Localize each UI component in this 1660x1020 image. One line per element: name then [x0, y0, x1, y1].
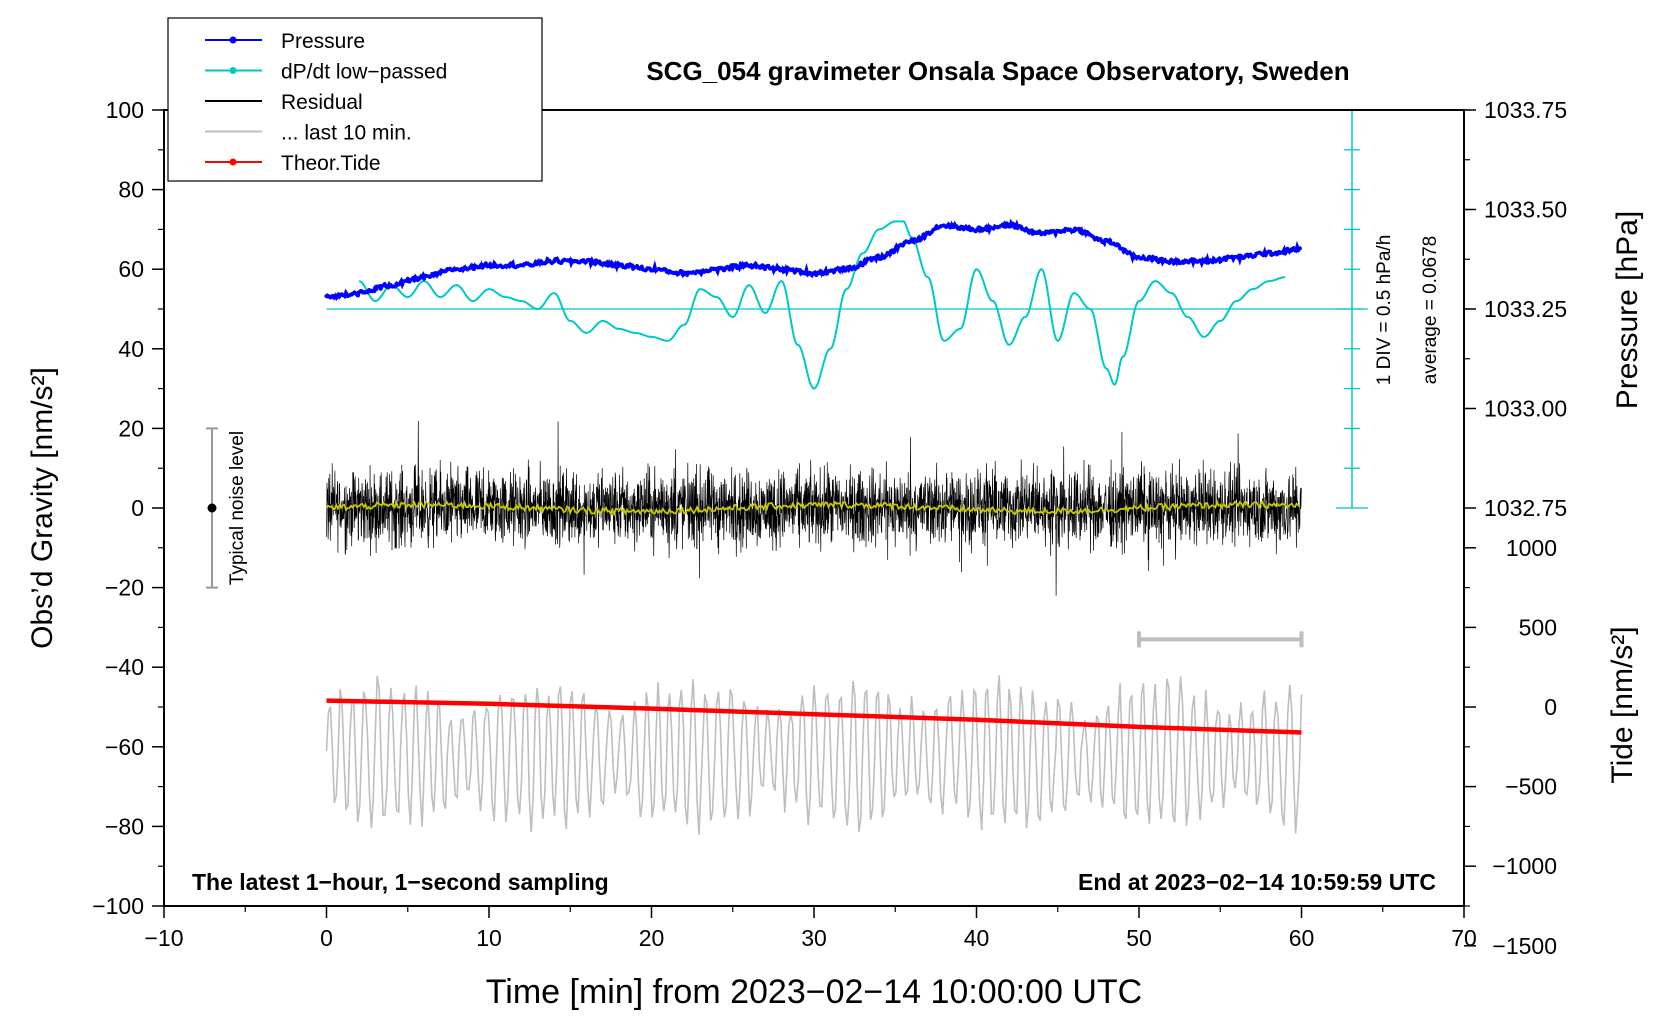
x-tick-label: 50 — [1126, 925, 1152, 951]
y-tick-label: 100 — [106, 97, 144, 123]
pressure-tick-label: 1033.50 — [1484, 197, 1567, 223]
dpdt-average-label: average = 0.0678 — [1420, 236, 1441, 384]
y-tick-label: 0 — [131, 495, 144, 521]
y-tick-label: −80 — [105, 813, 144, 839]
legend-label: ... last 10 min. — [281, 122, 412, 145]
tide-tick-label: 1000 — [1506, 535, 1557, 561]
y-tick-label: −20 — [105, 575, 144, 601]
legend-label: Residual — [281, 91, 363, 114]
legend-marker — [229, 67, 237, 74]
tide-tick-label: −1000 — [1492, 853, 1557, 879]
dpdt-line — [358, 220, 1286, 390]
y-tick-label: 40 — [118, 336, 144, 362]
y-tick-label: 60 — [118, 256, 144, 282]
y-tick-label: −100 — [92, 893, 144, 919]
pressure-tick-label: 1032.75 — [1484, 495, 1567, 521]
x-tick-label: 10 — [476, 925, 502, 951]
tide-tick-label: −500 — [1505, 774, 1557, 800]
legend-label: dP/dt low−passed — [281, 61, 447, 84]
tide-line — [326, 698, 1302, 735]
tide-tick-label: 0 — [1544, 694, 1557, 720]
pressure-tick-label: 1033.25 — [1484, 296, 1567, 322]
x-tick-label: 20 — [639, 925, 665, 951]
x-tick-label: 0 — [320, 925, 333, 951]
tide-tick-label: −1500 — [1492, 933, 1557, 959]
y-axis-label-pressure: Pressure [hPa] — [1611, 211, 1644, 409]
bottom-left-note: The latest 1−hour, 1−second sampling — [192, 869, 609, 895]
pressure-tick-label: 1033.75 — [1484, 97, 1567, 123]
legend-box — [167, 17, 543, 182]
x-tick-label: 70 — [1451, 925, 1477, 951]
y-tick-label: −60 — [105, 734, 144, 760]
legend-marker — [229, 158, 237, 166]
y-tick-label: 80 — [118, 177, 144, 203]
noise-level-label: Typical noise level — [227, 431, 248, 585]
legend-label: Theor.Tide — [281, 152, 381, 175]
pressure-dots — [324, 216, 1303, 305]
y-axis-label-left: Obs’d Gravity [nm/s²] — [26, 367, 59, 649]
legend: Pressure dP/dt low−passed Residual ... last… — [167, 17, 543, 182]
noise-level-dot — [207, 503, 217, 513]
pressure-line — [325, 219, 1301, 302]
pressure-tick-label: 1033.00 — [1484, 396, 1567, 422]
x-tick-label: 60 — [1289, 925, 1315, 951]
y-tick-label: 20 — [118, 415, 144, 441]
plot-area — [206, 109, 1368, 835]
x-tick-label: 40 — [964, 925, 990, 951]
bottom-right-note: End at 2023−02−14 10:59:59 UTC — [1078, 869, 1436, 895]
x-tick-label: 30 — [801, 925, 827, 951]
tide-tick-label: 500 — [1519, 614, 1557, 640]
y-tick-label: −40 — [105, 654, 144, 680]
legend-label: Pressure — [281, 30, 365, 53]
residual-line — [326, 420, 1302, 596]
x-tick-label: −10 — [144, 925, 183, 951]
dpdt-scale-label: 1 DIV = 0.5 hPa/h — [1374, 235, 1395, 386]
axes: −10 0 10 20 30 40 50 60 70−100−80−60−40−20020406… — [92, 97, 1567, 959]
x-axis-label: Time [min] from 2023−02−14 10:00:00 UTC — [486, 973, 1142, 1011]
chart-title: SCG_054 gravimeter Onsala Space Observat… — [646, 56, 1349, 86]
last-10-min-line — [325, 675, 1303, 835]
legend-marker — [229, 36, 237, 44]
residual-lowpass-line — [325, 499, 1301, 517]
y-axis-label-tide: Tide [nm/s²] — [1606, 626, 1639, 783]
